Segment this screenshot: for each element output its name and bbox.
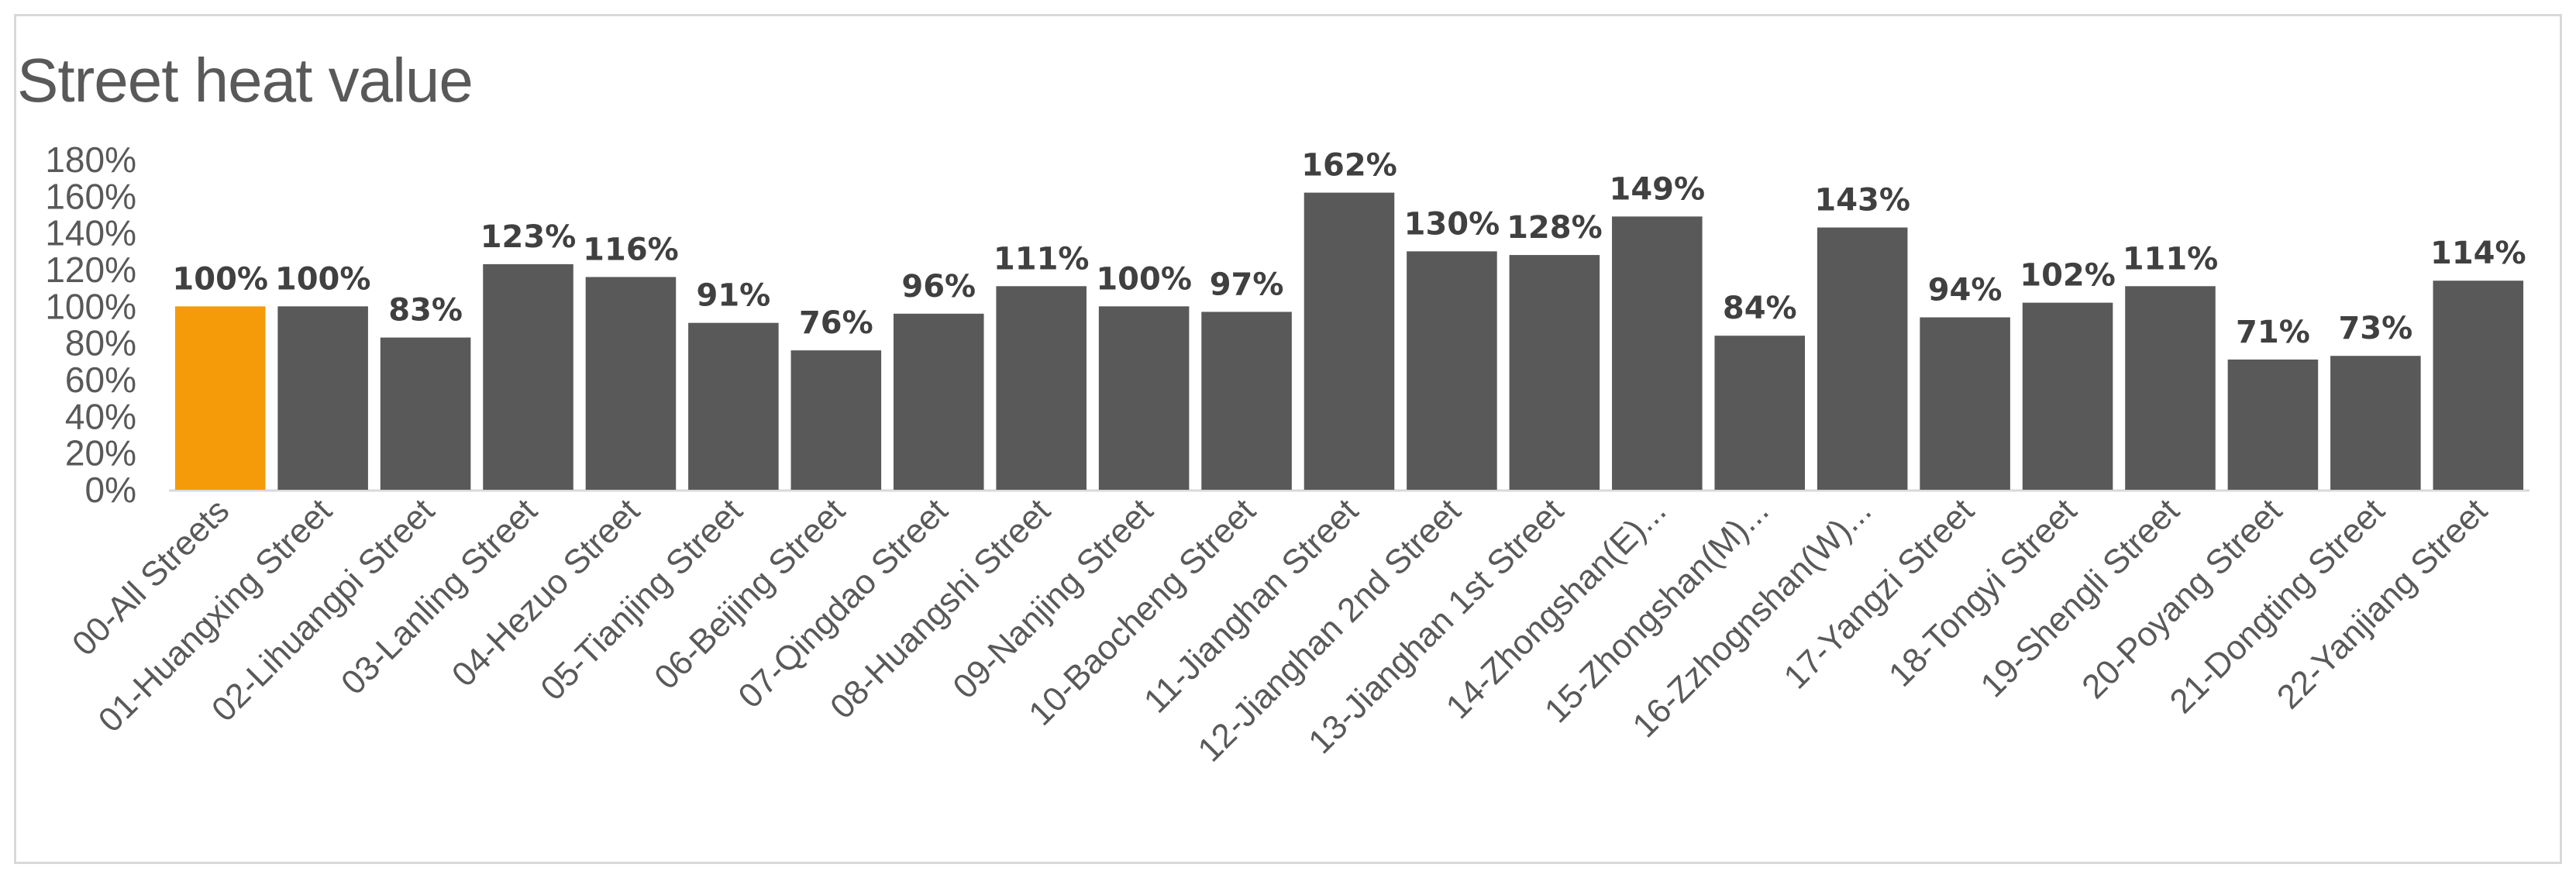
bar	[1817, 227, 1908, 490]
bar	[483, 263, 573, 490]
y-tick-label: 160%	[45, 176, 136, 216]
data-label: 128%	[1507, 210, 1603, 246]
x-tick-label: 18-Tongyi Street	[1882, 491, 2084, 694]
bar	[2227, 359, 2319, 490]
bar	[1920, 317, 2010, 490]
data-label: 116%	[583, 232, 679, 267]
bar	[2022, 302, 2113, 490]
data-label: 111%	[2123, 241, 2219, 277]
x-tick-label: 04-Hezuo Street	[445, 491, 647, 694]
y-tick-label: 180%	[45, 139, 136, 180]
data-label: 100%	[1096, 261, 1192, 297]
y-tick-label: 80%	[65, 323, 136, 363]
bar	[2125, 286, 2216, 490]
bar	[1714, 336, 1806, 490]
data-label: 76%	[799, 305, 873, 341]
y-tick-label: 140%	[45, 213, 136, 253]
bar	[585, 277, 677, 490]
data-label: 71%	[2236, 315, 2310, 350]
data-labels: 100% 100%83%123% 116%91%76%96%111%100% 97%1…	[172, 148, 2526, 350]
bar	[1098, 306, 1190, 490]
bar	[1612, 216, 1703, 490]
data-label: 96%	[901, 269, 976, 305]
chart-title: Street heat value	[17, 46, 474, 115]
bar	[380, 337, 471, 490]
bar	[174, 306, 266, 490]
y-tick-label: 120%	[45, 250, 136, 290]
data-label: 100%	[275, 261, 371, 297]
data-label: 162%	[1301, 148, 1397, 184]
y-tick-label: 60%	[65, 360, 136, 400]
bar	[688, 322, 779, 490]
data-label: 91%	[697, 278, 771, 314]
data-label: 83%	[388, 293, 463, 329]
bar	[1201, 312, 1292, 490]
data-label: 130%	[1404, 206, 1500, 242]
data-label: 73%	[2338, 311, 2412, 346]
bar-series	[174, 192, 2524, 490]
bar	[2330, 356, 2421, 490]
data-label: 143%	[1814, 183, 1910, 219]
bar	[2433, 281, 2524, 490]
x-tick-label: 17-Yangzi Street	[1777, 491, 1982, 696]
x-tick-label: 06-Beijing Street	[647, 491, 852, 697]
data-label: 100%	[172, 261, 268, 297]
data-label: 111%	[994, 241, 1090, 277]
y-tick-label: 100%	[45, 286, 136, 326]
y-tick-label: 20%	[65, 433, 136, 473]
data-label: 84%	[1723, 291, 1797, 326]
bar	[996, 286, 1087, 490]
y-tick-label: 0%	[85, 470, 136, 510]
bar	[277, 306, 368, 490]
data-label: 149%	[1610, 171, 1706, 207]
bar	[1303, 192, 1395, 490]
x-tick-label: 03-Lanling Street	[334, 491, 545, 702]
x-tick-label: 19-Shengli Street	[1973, 491, 2186, 704]
data-label: 123%	[480, 219, 577, 255]
y-tick-label: 40%	[65, 396, 136, 436]
data-label: 114%	[2430, 236, 2526, 271]
bar	[790, 350, 882, 490]
bar	[893, 313, 984, 490]
data-label: 97%	[1210, 267, 1284, 302]
y-axis: 0%20%40%60%80%100%120%140%160%180%	[45, 139, 2530, 510]
bar	[1509, 255, 1600, 490]
bar	[1407, 251, 1497, 490]
data-label: 94%	[1928, 273, 2003, 308]
data-label: 102%	[2020, 258, 2116, 294]
